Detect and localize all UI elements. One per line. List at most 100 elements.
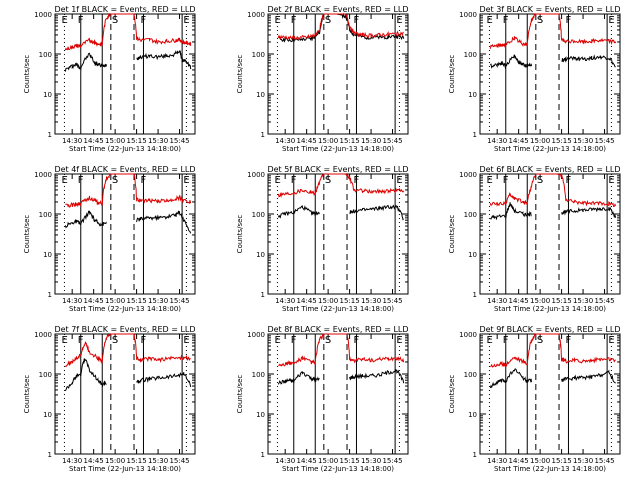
x-tick-label: 14:45: [297, 137, 317, 145]
y-tick-label: 100: [464, 371, 477, 379]
x-tick-label: 15:30: [361, 137, 381, 145]
region-letter: S: [537, 175, 543, 186]
x-tick-label: 15:30: [148, 137, 168, 145]
region-letter: F: [140, 335, 146, 346]
x-tick-label: 15:30: [361, 457, 381, 465]
plot-frame: [54, 13, 196, 135]
y-tick-label: 1000: [247, 171, 265, 179]
lld-series-line: [278, 333, 405, 367]
lld-series-line: [489, 173, 617, 208]
y-tick-label: 1000: [459, 331, 477, 339]
region-letter: F: [353, 335, 359, 346]
y-tick-label: 1: [48, 291, 52, 299]
y-tick-label: 1000: [247, 11, 265, 19]
x-tick-label: 14:45: [509, 297, 529, 305]
region-letter: E: [608, 175, 614, 186]
plot-frame: [54, 333, 196, 455]
y-tick-label: 10: [43, 411, 52, 419]
x-tick-label: 14:30: [275, 457, 295, 465]
plot-frame: [479, 13, 621, 135]
region-letter: S: [112, 175, 118, 186]
x-tick-label: 15:00: [318, 137, 338, 145]
plot-title: Det 7f BLACK = Events, RED = LLD: [54, 325, 195, 334]
events-series-line: [489, 368, 616, 389]
x-axis-title: Start Time (22-Jun-13 14:18:00): [494, 145, 606, 153]
plot-title: Det 6f BLACK = Events, RED = LLD: [479, 165, 620, 174]
region-letter: S: [537, 335, 543, 346]
plot-frame: [479, 173, 621, 295]
y-axis-title: Counts/sec: [23, 375, 31, 414]
x-axis-title: Start Time (22-Jun-13 14:18:00): [69, 145, 181, 153]
x-tick-label: 15:45: [594, 297, 614, 305]
region-letter: F: [78, 335, 84, 346]
x-tick-label: 15:15: [340, 297, 360, 305]
region-letter: S: [325, 15, 331, 26]
plot-title: Det 1f BLACK = Events, RED = LLD: [54, 5, 195, 14]
x-tick-label: 14:30: [62, 137, 82, 145]
events-series-line: [489, 54, 616, 70]
y-axis-title: Counts/sec: [448, 55, 456, 94]
lld-series-line: [64, 333, 191, 368]
plot-title: Det 9f BLACK = Events, RED = LLD: [479, 325, 620, 334]
x-tick-label: 15:30: [573, 297, 593, 305]
events-series-line: [64, 210, 192, 234]
y-tick-label: 1: [48, 451, 52, 459]
y-tick-label: 10: [256, 411, 265, 419]
x-tick-label: 15:00: [530, 457, 550, 465]
x-tick-label: 14:30: [62, 457, 82, 465]
x-tick-label: 15:30: [148, 297, 168, 305]
y-tick-label: 100: [252, 211, 265, 219]
region-letter: E: [396, 175, 402, 186]
lld-series-line: [277, 13, 404, 41]
x-tick-label: 15:30: [573, 457, 593, 465]
x-axis-title: Start Time (22-Jun-13 14:18:00): [494, 465, 606, 473]
region-letter: F: [565, 15, 571, 26]
y-axis-title: Counts/sec: [236, 375, 244, 414]
region-letter: F: [503, 335, 509, 346]
events-series-line: [489, 202, 617, 221]
x-tick-label: 14:45: [84, 297, 104, 305]
x-tick-label: 15:45: [169, 457, 189, 465]
y-axis-title: Counts/sec: [448, 375, 456, 414]
y-tick-label: 10: [468, 411, 477, 419]
y-tick-label: 1: [261, 451, 265, 459]
x-tick-label: 15:00: [318, 297, 338, 305]
x-tick-label: 15:45: [382, 297, 402, 305]
lld-series-line: [489, 333, 616, 368]
region-letter: F: [291, 15, 297, 26]
plot-title: Det 4f BLACK = Events, RED = LLD: [54, 165, 195, 174]
x-tick-label: 15:00: [530, 297, 550, 305]
y-tick-label: 10: [43, 251, 52, 259]
x-axis-title: Start Time (22-Jun-13 14:18:00): [282, 465, 394, 473]
x-tick-label: 14:30: [487, 457, 507, 465]
lld-series-line: [64, 13, 192, 51]
y-tick-label: 10: [43, 91, 52, 99]
region-letter: E: [486, 15, 492, 26]
x-tick-label: 15:00: [105, 297, 125, 305]
plot-title: Det 8f BLACK = Events, RED = LLD: [267, 325, 408, 334]
x-tick-label: 14:45: [84, 137, 104, 145]
region-letter: E: [183, 335, 189, 346]
y-tick-label: 10: [256, 251, 265, 259]
plot-frame: [267, 333, 409, 455]
x-tick-label: 14:30: [62, 297, 82, 305]
region-letter: S: [112, 15, 118, 26]
region-letter: E: [61, 335, 67, 346]
x-tick-label: 15:00: [530, 137, 550, 145]
x-tick-label: 14:45: [84, 457, 104, 465]
x-axis-title: Start Time (22-Jun-13 14:18:00): [69, 305, 181, 313]
region-letter: F: [291, 335, 297, 346]
x-tick-label: 15:45: [382, 137, 402, 145]
lld-series-line: [489, 13, 617, 49]
events-series-line: [64, 49, 192, 72]
x-axis-title: Start Time (22-Jun-13 14:18:00): [69, 465, 181, 473]
x-tick-label: 15:00: [105, 457, 125, 465]
y-tick-label: 1: [261, 131, 265, 139]
y-tick-label: 1000: [459, 171, 477, 179]
x-tick-label: 15:00: [105, 137, 125, 145]
x-tick-label: 15:45: [594, 457, 614, 465]
